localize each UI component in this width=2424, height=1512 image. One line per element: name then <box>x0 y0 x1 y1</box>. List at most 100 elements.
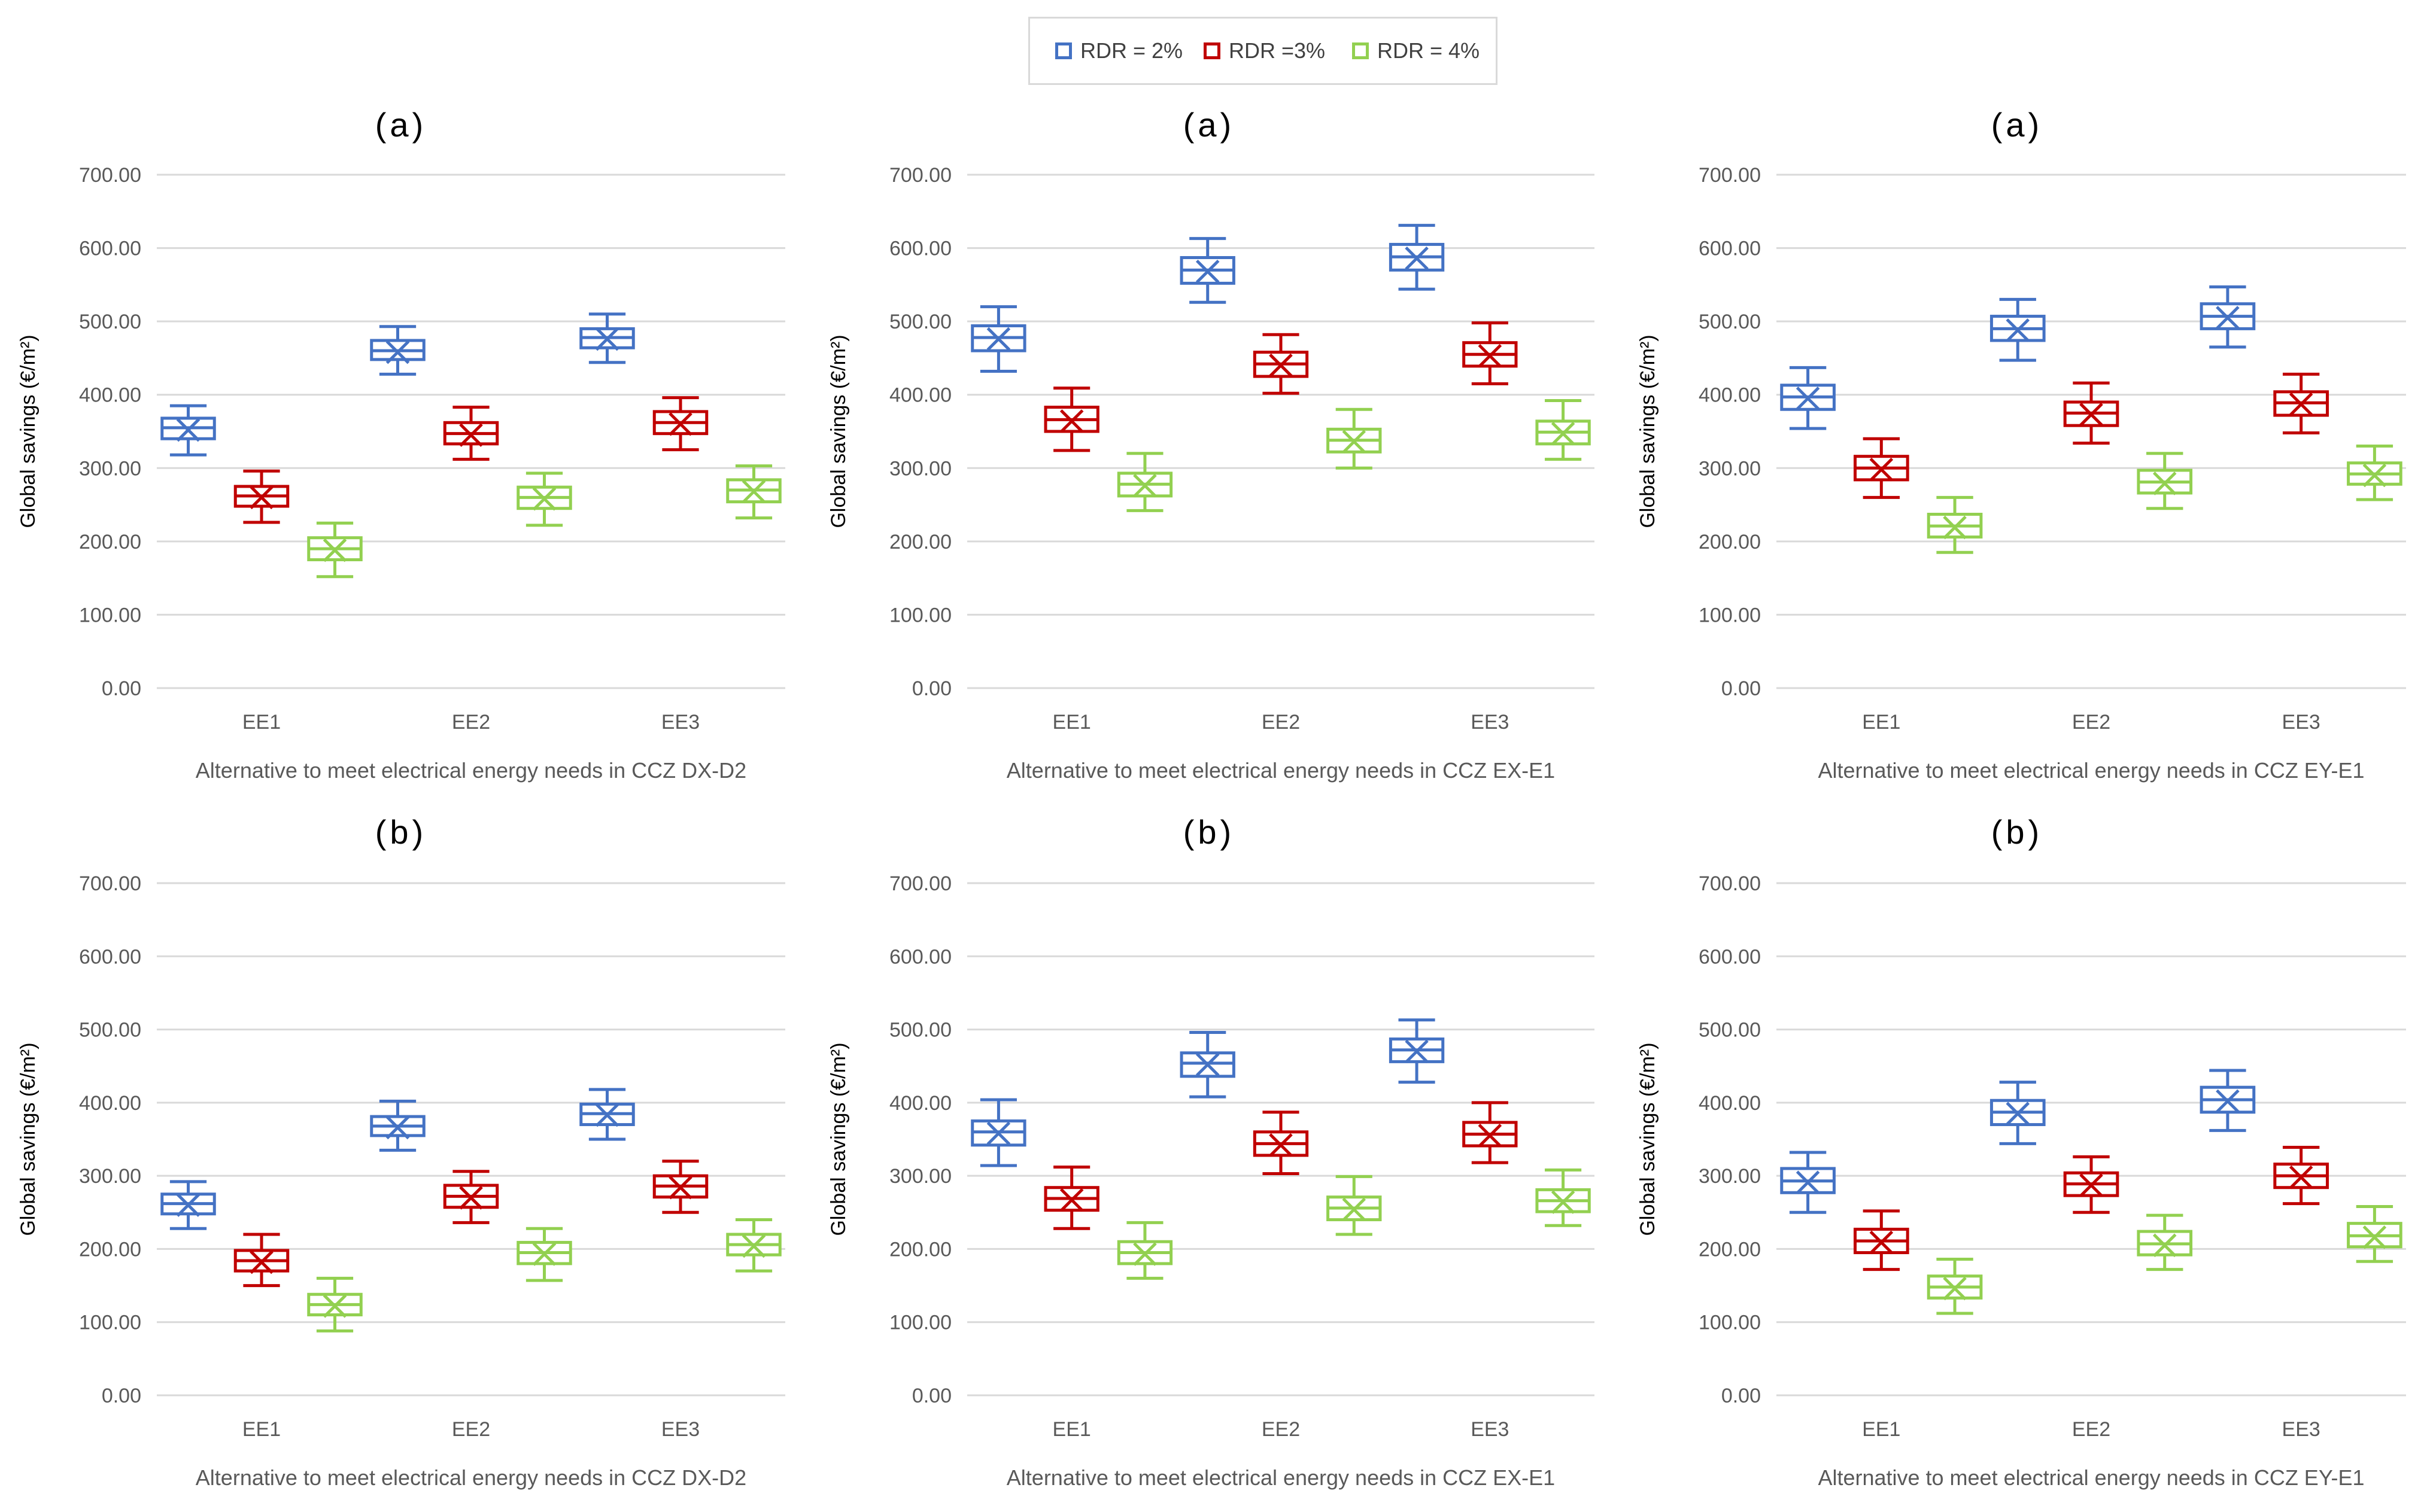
x-axis-label: Alternative to meet electrical energy ne… <box>196 1465 746 1490</box>
box-ee2-series-2 <box>1253 333 1309 395</box>
x-axis-label: Alternative to meet electrical energy ne… <box>1818 758 2364 783</box>
y-tick-label: 0.00 <box>912 677 952 700</box>
box-ee2-series-2 <box>2063 1155 2119 1214</box>
box-plot-panel: 0.00 100.00 200.00 300.00 400.00 500.00 600.00… <box>1636 872 2406 1490</box>
box-ee2-series-1 <box>1180 237 1235 304</box>
x-tick-label: EE2 <box>2072 1418 2110 1441</box>
box-ee1-series-2 <box>233 1233 290 1288</box>
y-axis-label: Global savings (€/m²) <box>827 1042 850 1236</box>
legend-label: RDR =3% <box>1229 38 1326 63</box>
mean-marker <box>1133 1242 1157 1266</box>
box-ee3-series-1 <box>579 312 635 364</box>
y-tick-label: 600.00 <box>1699 945 1761 968</box>
box-ee2-series-1 <box>370 325 426 376</box>
mean-marker <box>986 1121 1011 1145</box>
y-tick-label: 500.00 <box>1699 311 1761 333</box>
mean-marker <box>1943 515 1967 540</box>
y-tick-label: 0.00 <box>102 677 141 700</box>
box-plot-panel: 0.00 100.00 200.00 300.00 400.00 500.00 600.00… <box>827 164 1594 783</box>
x-tick-label: EE3 <box>661 1418 700 1441</box>
x-axis-label: Alternative to meet electrical energy ne… <box>1818 1465 2364 1490</box>
panel-title-a-3: (a) <box>1991 106 2043 144</box>
mean-marker <box>669 412 692 436</box>
mean-marker <box>2362 463 2387 488</box>
box-ee3-series-3 <box>2347 445 2402 501</box>
mean-marker <box>323 1294 347 1318</box>
mean-marker <box>385 1115 410 1140</box>
mean-marker <box>1405 1039 1429 1064</box>
y-axis-label: Global savings (€/m²) <box>827 334 850 528</box>
y-tick-label: 200.00 <box>889 531 952 553</box>
x-axis-label: Alternative to meet electrical energy ne… <box>196 758 746 783</box>
mean-marker <box>250 1250 274 1274</box>
mean-marker <box>1059 409 1084 433</box>
y-tick-label: 600.00 <box>79 238 141 260</box>
y-tick-label: 0.00 <box>102 1385 141 1407</box>
y-tick-label: 400.00 <box>1699 384 1761 407</box>
y-axis-label: Global savings (€/m²) <box>17 1042 40 1236</box>
box-ee2-series-1 <box>1180 1030 1235 1099</box>
legend-item-rdr-4: RDR = 4% <box>1352 19 1480 83</box>
box-ee3-series-2 <box>1462 1101 1518 1164</box>
mean-marker <box>1478 1124 1502 1148</box>
x-tick-label: EE2 <box>452 1418 490 1441</box>
mean-marker <box>2362 1225 2387 1249</box>
mean-marker <box>459 423 483 447</box>
box-ee3-series-2 <box>1462 321 1518 385</box>
box-ee1-series-3 <box>307 1276 363 1332</box>
mean-marker <box>1133 473 1157 498</box>
box-ee3-series-1 <box>2200 1069 2256 1132</box>
mean-marker <box>1478 343 1502 368</box>
y-tick-label: 100.00 <box>79 604 141 626</box>
box-ee2-series-1 <box>1989 1081 2046 1145</box>
y-tick-label: 500.00 <box>889 1019 952 1042</box>
y-tick-label: 600.00 <box>79 945 141 968</box>
y-tick-label: 100.00 <box>1699 1312 1761 1334</box>
box-plot-panel: 0.00 100.00 200.00 300.00 400.00 500.00 600.00… <box>827 872 1594 1490</box>
mean-marker <box>1796 387 1820 410</box>
mean-marker <box>1551 1190 1575 1214</box>
box-ee3-series-3 <box>726 464 782 520</box>
mean-marker <box>1551 421 1575 446</box>
box-ee2-series-1 <box>1989 297 2046 362</box>
mean-marker <box>459 1186 483 1210</box>
y-tick-label: 300.00 <box>889 1165 952 1188</box>
legend-swatch-icon <box>1204 42 1220 59</box>
mean-marker <box>1405 246 1429 270</box>
box-ee1-series-1 <box>1780 1151 1836 1214</box>
x-tick-label: EE1 <box>1053 1418 1091 1441</box>
mean-marker <box>176 418 201 442</box>
box-ee1-series-1 <box>160 1180 216 1230</box>
y-tick-label: 0.00 <box>1721 677 1761 700</box>
mean-marker <box>2006 1102 2030 1125</box>
x-tick-label: EE1 <box>1862 1418 1900 1441</box>
x-tick-label: EE2 <box>1262 711 1300 734</box>
y-tick-label: 100.00 <box>889 604 952 626</box>
y-tick-label: 700.00 <box>889 872 952 895</box>
y-tick-label: 700.00 <box>79 872 141 895</box>
box-ee1-series-3 <box>307 521 363 579</box>
y-tick-label: 700.00 <box>889 164 952 187</box>
mean-marker <box>742 479 766 504</box>
mean-marker <box>250 485 274 510</box>
box-ee1-series-3 <box>1117 452 1173 512</box>
mean-marker <box>176 1193 201 1217</box>
legend-swatch-icon <box>1055 42 1072 59</box>
x-tick-label: EE1 <box>242 1418 281 1441</box>
y-tick-label: 500.00 <box>889 311 952 333</box>
x-axis-label: Alternative to meet electrical energy ne… <box>1007 758 1555 783</box>
box-ee2-series-3 <box>2137 452 2193 510</box>
mean-marker <box>2216 1089 2240 1114</box>
box-ee3-series-3 <box>1535 1168 1591 1227</box>
y-tick-label: 200.00 <box>1699 531 1761 553</box>
mean-marker <box>532 1242 557 1266</box>
mean-marker <box>986 327 1011 351</box>
x-axis-label: Alternative to meet electrical energy ne… <box>1007 1465 1555 1490</box>
x-tick-label: EE3 <box>2282 1418 2320 1441</box>
box-ee2-series-3 <box>2137 1213 2193 1271</box>
y-tick-label: 0.00 <box>912 1385 952 1407</box>
box-ee1-series-1 <box>971 1098 1026 1167</box>
mean-marker <box>1059 1188 1084 1212</box>
box-ee1-series-2 <box>233 469 290 524</box>
